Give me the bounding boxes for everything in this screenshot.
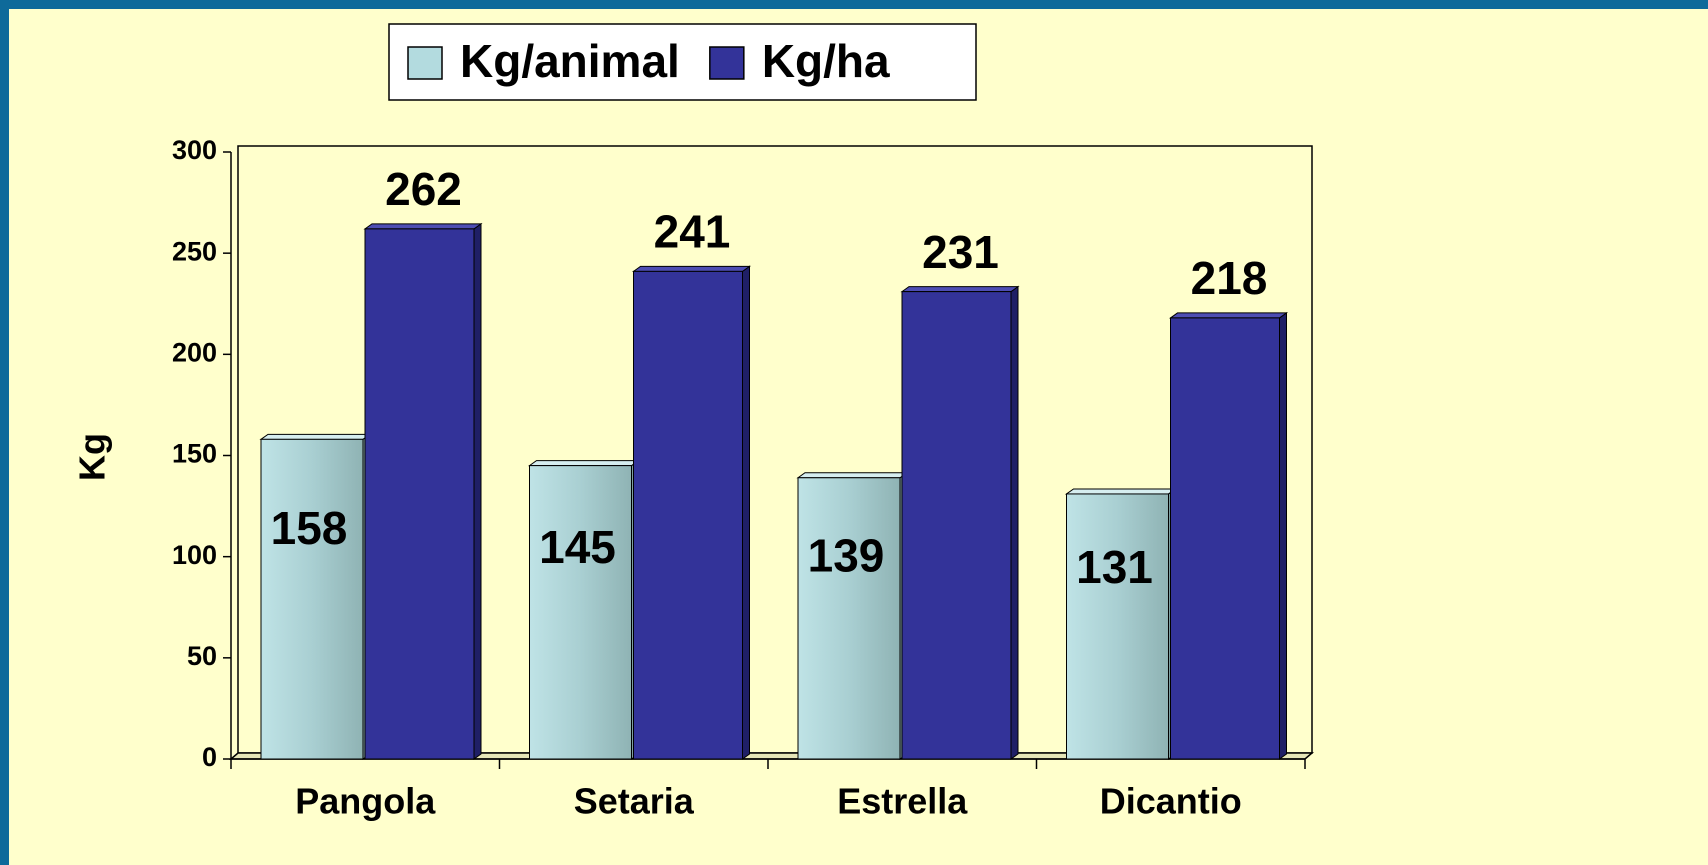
data-label: 139 [808, 529, 885, 581]
bar-top [259, 433, 372, 440]
bar [633, 270, 743, 760]
legend-swatch [407, 46, 443, 80]
legend-label: Kg/ha [762, 35, 890, 87]
data-label: 262 [385, 163, 462, 215]
bar [901, 291, 1012, 760]
bar [797, 477, 901, 760]
x-tick-label: Setaria [574, 781, 695, 822]
legend-box [388, 23, 977, 101]
bar [529, 465, 632, 760]
data-label: 241 [654, 206, 731, 258]
data-label: 158 [271, 502, 348, 554]
bar-top [1064, 488, 1178, 495]
data-label: 131 [1076, 541, 1153, 593]
bar [260, 438, 364, 760]
bar-top [631, 265, 752, 272]
y-tick-label: 0 [202, 742, 217, 772]
bar-side [1279, 311, 1287, 760]
x-tick-label: Pangola [295, 781, 436, 822]
y-tick-label: 200 [172, 337, 217, 367]
x-tick-label: Dicantio [1100, 781, 1242, 822]
bar-side [1010, 285, 1019, 760]
bar-top [363, 223, 483, 230]
data-label: 218 [1191, 252, 1268, 304]
bar-top [900, 286, 1020, 293]
bar-side [473, 222, 482, 760]
bar-side [742, 265, 750, 760]
bar-top [1168, 312, 1289, 319]
data-label: 231 [922, 226, 999, 278]
y-tick-label: 300 [172, 135, 217, 165]
y-tick-label: 150 [172, 439, 217, 469]
bar [1170, 317, 1280, 760]
y-axis-label: Kg [72, 433, 113, 481]
y-tick-label: 50 [187, 641, 217, 671]
bar-top [527, 460, 641, 467]
x-tick-label: Estrella [837, 781, 968, 822]
bar [1066, 493, 1169, 760]
y-tick-label: 250 [172, 236, 217, 266]
bar-top [796, 472, 909, 479]
legend-label: Kg/animal [460, 35, 680, 87]
y-tick-label: 100 [172, 540, 217, 570]
legend-swatch [709, 46, 745, 80]
bar [364, 228, 475, 760]
data-label: 145 [539, 521, 616, 573]
